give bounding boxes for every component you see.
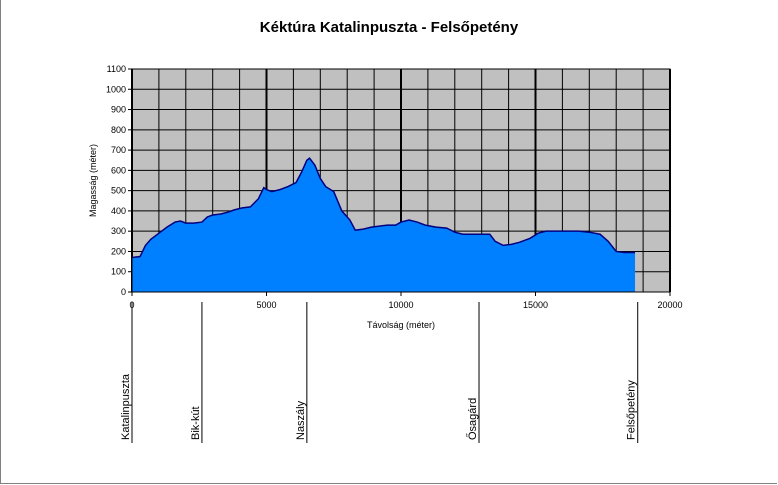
landmark-label: Naszály — [295, 400, 307, 440]
y-tick-label: 300 — [111, 226, 126, 236]
x-tick-label: 10000 — [388, 300, 413, 310]
y-tick-label: 200 — [111, 246, 126, 256]
x-tick-label: 15000 — [523, 300, 548, 310]
y-axis-ticks: 0 100 200 300 400 500 600 700 800 900 1000 1100 — [106, 64, 132, 297]
y-tick-label: 0 — [121, 287, 126, 297]
y-tick-label: 1000 — [106, 84, 126, 94]
landmark-label: Felsőpetény — [626, 380, 638, 440]
y-tick-label: 800 — [111, 125, 126, 135]
x-tick-label: 20000 — [657, 300, 682, 310]
y-tick-label: 400 — [111, 206, 126, 216]
y-tick-label: 700 — [111, 145, 126, 155]
x-axis-label: Távolság (méter) — [367, 320, 435, 330]
y-tick-label: 900 — [111, 105, 126, 115]
landmark-label: Bik-kút — [190, 406, 202, 440]
landmark-markers: Katalinpuszta Bik-kút Naszály Ősagárd Felsőp… — [120, 302, 639, 443]
elevation-area — [132, 158, 636, 292]
landmark-label: Katalinpuszta — [120, 373, 132, 440]
y-tick-label: 100 — [111, 267, 126, 277]
chart-title: Kéktúra Katalinpuszta - Felsőpetény — [259, 19, 519, 36]
y-tick-label: 500 — [111, 186, 126, 196]
x-tick-label: 5000 — [256, 300, 276, 310]
y-tick-label: 1100 — [107, 64, 126, 74]
landmark-label: Ősagárd — [465, 398, 479, 440]
y-axis-label: Magasság (méter) — [88, 144, 98, 217]
y-tick-label: 600 — [111, 165, 126, 175]
elevation-line — [131, 157, 636, 259]
